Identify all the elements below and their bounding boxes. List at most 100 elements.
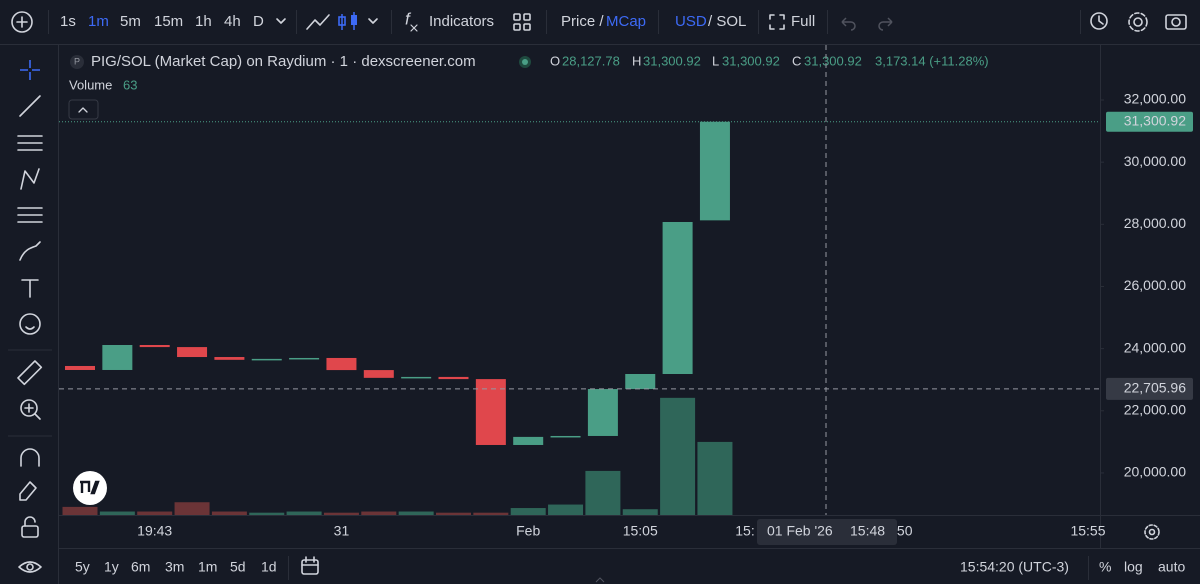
camera-icon[interactable] [1165, 14, 1187, 30]
replay-icon[interactable] [1090, 12, 1108, 30]
candle-body [214, 357, 245, 360]
crosshair-price-tag [1106, 377, 1193, 400]
interval[interactable]: D [253, 13, 264, 30]
candle-body [699, 121, 730, 221]
interval[interactable]: 1h [195, 13, 212, 30]
interval[interactable]: 15m [154, 13, 183, 30]
add-symbol-button[interactable] [11, 11, 33, 33]
trendline-tool[interactable] [19, 95, 41, 117]
emoji-tool[interactable] [19, 313, 41, 335]
layout-icon[interactable] [513, 13, 531, 31]
crosshair-time: 15:48 [850, 523, 885, 539]
emoji-smile [25, 326, 35, 330]
visibility-tool[interactable] [18, 561, 42, 573]
text-tool[interactable] [21, 279, 39, 298]
range-button[interactable]: 1d [261, 559, 277, 575]
magnet-tool[interactable] [20, 448, 40, 467]
volume-label: Volume [69, 77, 112, 92]
mcap-toggle[interactable]: MCap [606, 13, 646, 30]
candle-body [326, 357, 357, 371]
candle-body [513, 436, 544, 445]
range-button[interactable]: 5d [230, 559, 246, 575]
candle-body [438, 376, 469, 380]
volume-bar [361, 511, 397, 515]
ohlc-value: 28,127.78 [562, 53, 620, 68]
time-label: 15: [735, 523, 754, 539]
line-chart-icon[interactable] [306, 14, 330, 30]
auto-toggle[interactable]: auto [1158, 559, 1185, 575]
volume-bar [585, 470, 621, 515]
tv-logo-mark [80, 480, 100, 495]
goto-date[interactable] [301, 559, 319, 575]
volume-bar [286, 511, 322, 515]
interval[interactable]: 5m [120, 13, 141, 30]
candle-body [139, 345, 170, 348]
volume-bar [473, 512, 509, 515]
ruler-tool[interactable] [17, 360, 43, 386]
x-tick-label: 31 [334, 523, 350, 539]
volume-bar [174, 502, 210, 515]
percent-toggle[interactable]: % [1099, 559, 1111, 575]
interval[interactable]: 1s [60, 13, 76, 30]
expand-handle[interactable] [595, 577, 605, 583]
lock-draw-tool[interactable] [19, 481, 37, 501]
zoom-tool[interactable] [20, 399, 38, 417]
redo[interactable] [878, 17, 893, 31]
volume-bar [99, 511, 135, 515]
axis-settings[interactable] [1144, 524, 1160, 540]
interval[interactable]: 4h [224, 13, 241, 30]
camera-lens [1171, 17, 1181, 27]
volume-bar [697, 441, 733, 515]
candle-body [177, 347, 208, 358]
y-tick-label: 28,000.00 [1124, 215, 1186, 231]
crosshair-tool[interactable] [20, 60, 40, 80]
usd-toggle[interactable]: USD [675, 13, 707, 30]
x-tick-label: Feb [516, 523, 540, 539]
volume-bar [548, 504, 584, 515]
last-price-tag [1106, 111, 1193, 132]
collapse-icon [78, 107, 88, 113]
collapse-button[interactable] [68, 99, 99, 120]
ohlc-value: 31,300.92 [804, 53, 862, 68]
crosshair-time-tag [757, 519, 897, 545]
fullscreen-button[interactable]: Full [791, 13, 815, 30]
range-button[interactable]: 3m [165, 559, 184, 575]
range-button[interactable]: 1m [198, 559, 217, 575]
ohlc-label: C [792, 53, 801, 68]
last-price-label: 31,300.92 [1124, 112, 1186, 128]
x-tick-label: 15:05 [623, 523, 658, 539]
brush-tool[interactable] [19, 241, 41, 261]
ohlc-label: L [712, 53, 719, 68]
undo[interactable] [841, 17, 856, 31]
range-button[interactable]: 1y [104, 559, 119, 575]
indicators-button[interactable]: Indicators [429, 13, 494, 30]
price-toggle[interactable]: Price / [561, 13, 604, 30]
volume-bar [62, 506, 98, 515]
projection-tool[interactable] [17, 207, 43, 223]
ohlc-value: 31,300.92 [722, 53, 780, 68]
range-button[interactable]: 6m [131, 559, 150, 575]
y-tick-label: 22,000.00 [1124, 401, 1186, 417]
sol-toggle[interactable]: / SOL [708, 13, 746, 30]
time-label: 15:55 [1070, 523, 1105, 539]
chevron[interactable] [276, 18, 286, 24]
fib-tool[interactable] [17, 135, 43, 151]
crosshair-date: 01 Feb '26 [767, 523, 833, 539]
calendar-icon [301, 556, 319, 566]
volume-value: 63 [123, 77, 137, 92]
chevron[interactable] [368, 18, 378, 24]
chart-title: PIG/SOL (Market Cap) on Raydium · 1 · de… [91, 53, 476, 70]
fullscreen-icon[interactable] [769, 14, 785, 30]
lock-tool[interactable] [21, 525, 39, 538]
candle-body [363, 370, 394, 378]
ohlc-value: 31,300.92 [643, 53, 701, 68]
interval-active[interactable]: 1m [88, 13, 109, 30]
pattern-tool[interactable] [20, 168, 40, 190]
candle-icon-body [351, 15, 357, 25]
settings-icon[interactable] [1133, 17, 1143, 27]
y-tick-label: 24,000.00 [1124, 339, 1186, 355]
range-button[interactable]: 5y [75, 559, 90, 575]
token-avatar [70, 55, 84, 69]
log-toggle[interactable]: log [1124, 559, 1143, 575]
